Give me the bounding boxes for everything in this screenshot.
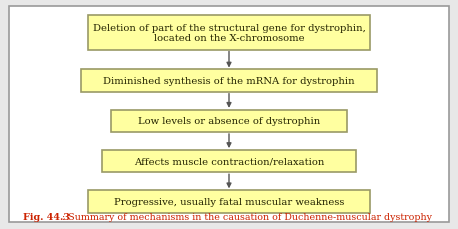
Text: Deletion of part of the structural gene for dystrophin,
located on the X-chromos: Deletion of part of the structural gene …	[93, 24, 365, 43]
Text: Affects muscle contraction/relaxation: Affects muscle contraction/relaxation	[134, 157, 324, 166]
FancyBboxPatch shape	[9, 7, 449, 222]
FancyBboxPatch shape	[102, 150, 356, 173]
FancyBboxPatch shape	[88, 190, 370, 213]
Text: : Summary of mechanisms in the causation of Duchenne-muscular dystrophy: : Summary of mechanisms in the causation…	[59, 212, 431, 221]
Text: Diminished synthesis of the mRNA for dystrophin: Diminished synthesis of the mRNA for dys…	[103, 77, 355, 86]
FancyBboxPatch shape	[111, 110, 347, 133]
FancyBboxPatch shape	[88, 16, 370, 50]
Text: Low levels or absence of dystrophin: Low levels or absence of dystrophin	[138, 117, 320, 126]
Text: Progressive, usually fatal muscular weakness: Progressive, usually fatal muscular weak…	[114, 197, 344, 206]
FancyBboxPatch shape	[81, 70, 377, 93]
Text: Fig. 44.3: Fig. 44.3	[23, 212, 70, 221]
